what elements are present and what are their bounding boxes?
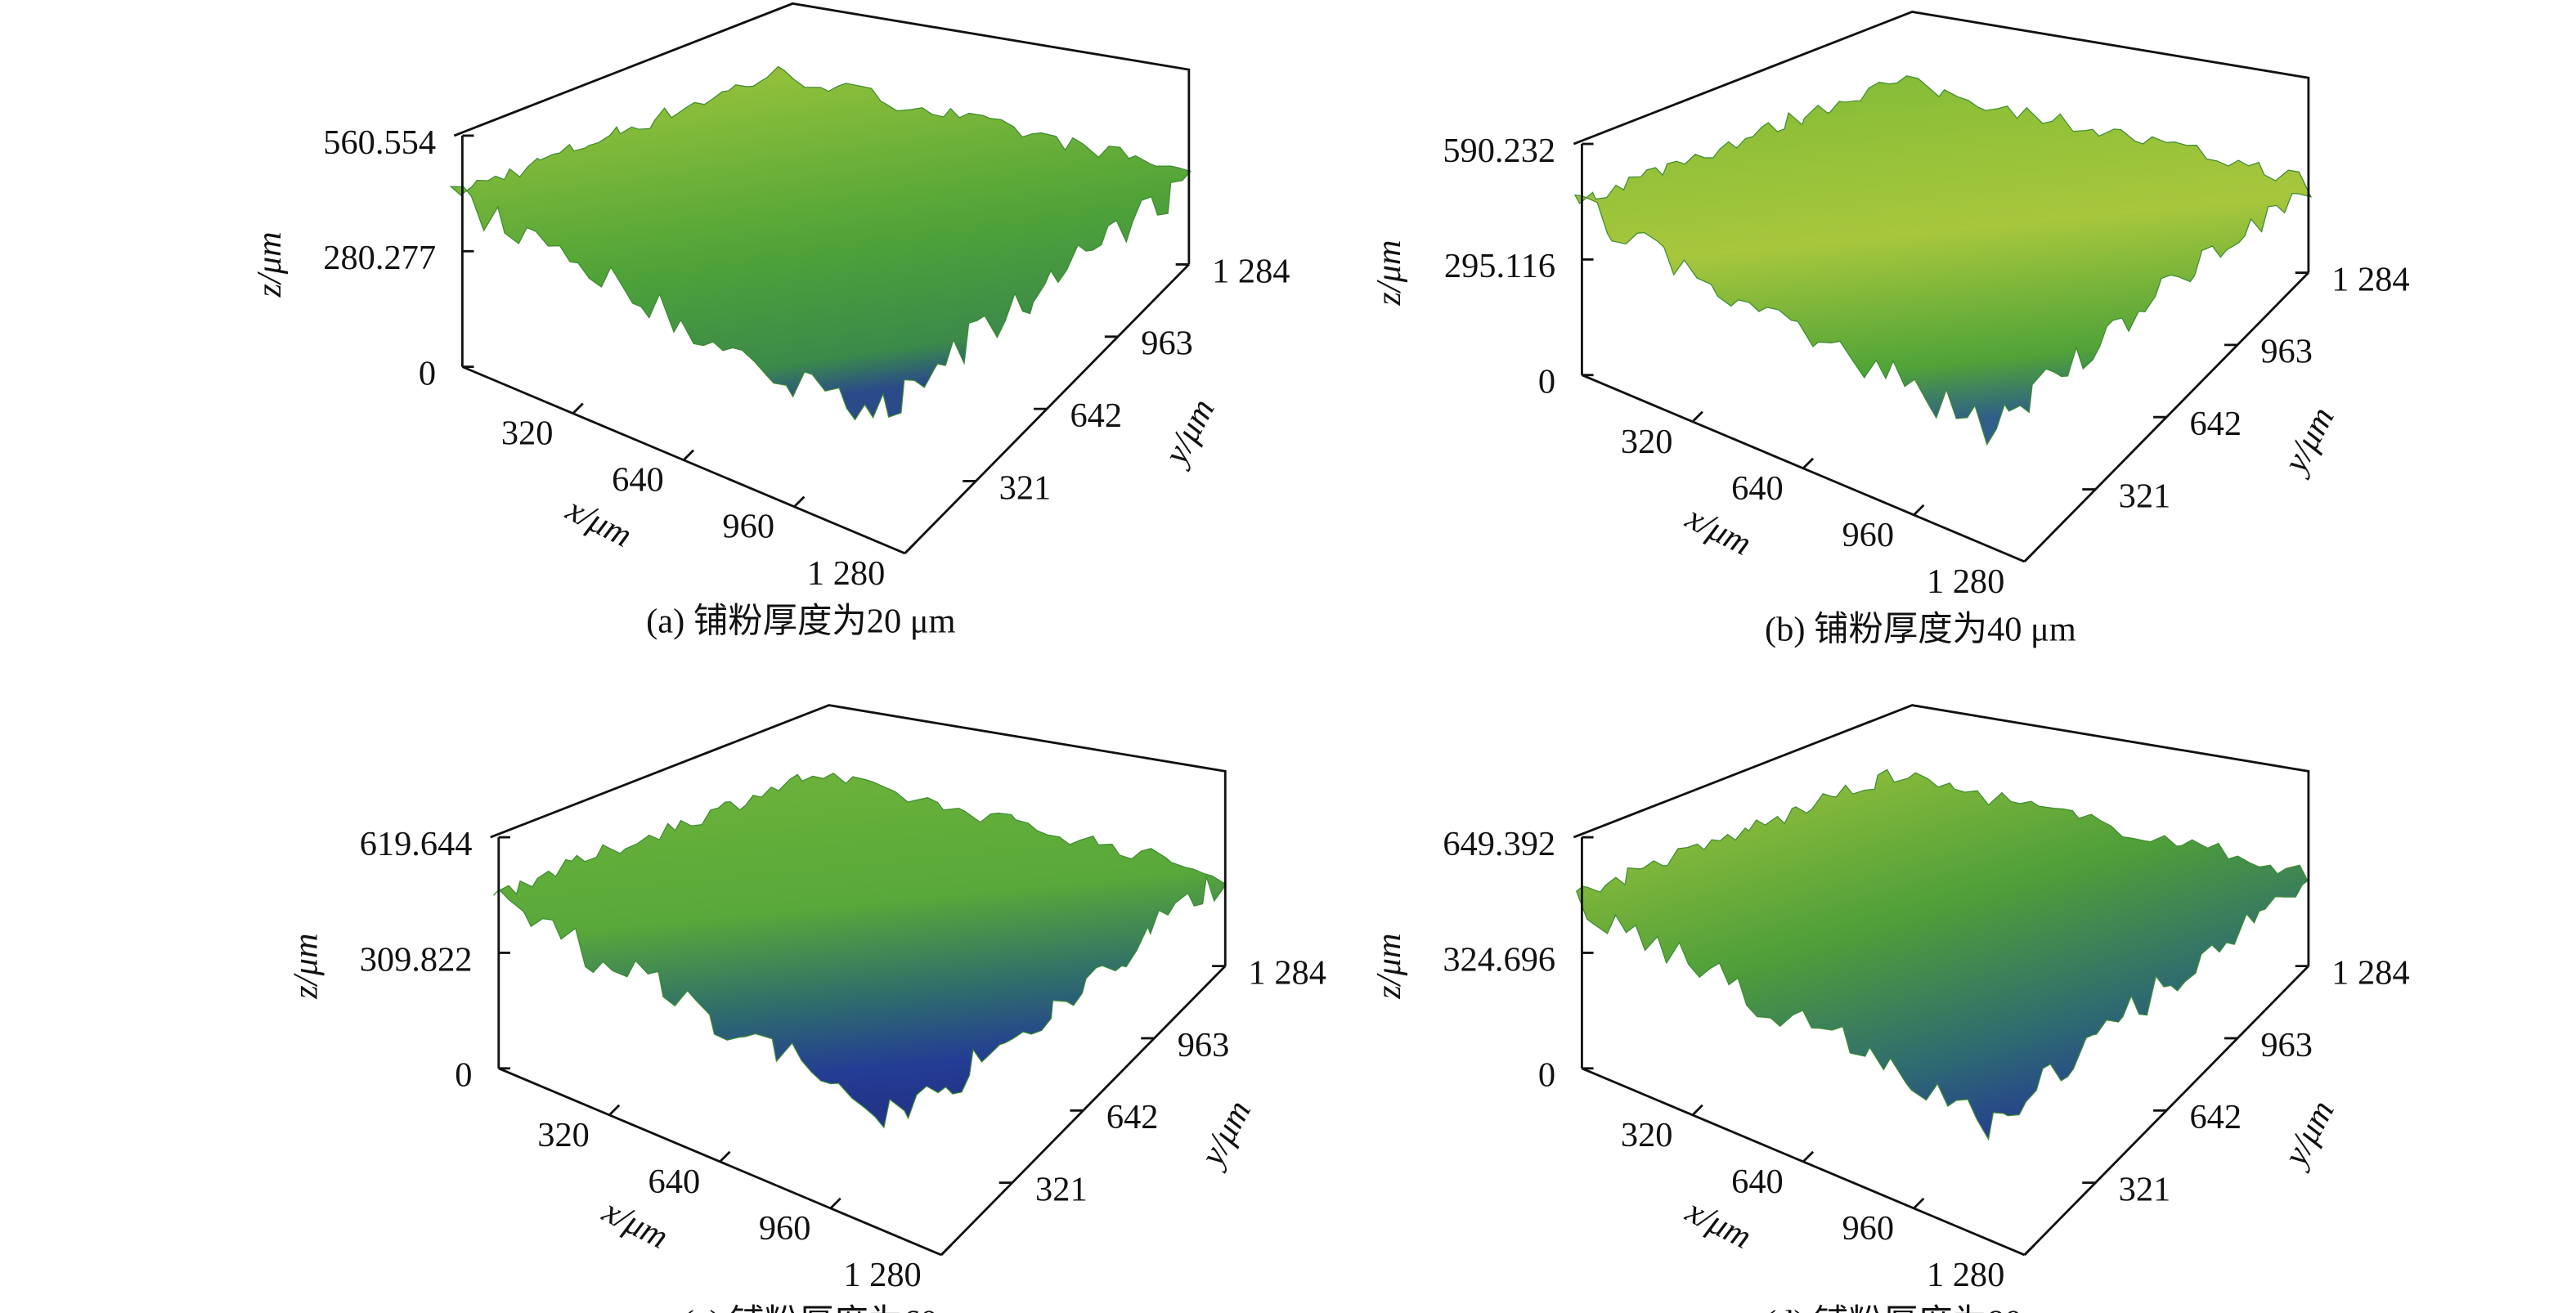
y-axis-label: y/μm — [1156, 392, 1223, 473]
surface — [1576, 769, 2309, 1141]
box-edge — [490, 704, 1227, 966]
x-tick — [1691, 410, 1703, 423]
y-axis-label: y/μm — [2275, 1094, 2342, 1174]
y-tick-label: 963 — [1178, 1026, 1230, 1064]
y-tick-label: 1 284 — [2331, 953, 2409, 992]
x-tick — [682, 449, 695, 461]
x-tick — [1913, 504, 1925, 516]
z-axis-label: z/μm — [286, 934, 325, 1000]
x-tick — [829, 1197, 841, 1209]
x-tick-label: 1 280 — [1927, 1256, 2004, 1294]
x-tick-label: 640 — [1731, 469, 1784, 508]
x-tick-label: 320 — [501, 415, 554, 453]
x-tick — [1913, 1197, 1925, 1209]
x-tick-label: 960 — [1842, 1209, 1894, 1248]
x-tick — [2023, 550, 2035, 562]
z-axis-label: z/μm — [250, 231, 289, 298]
x-tick — [1802, 457, 1815, 469]
x-tick — [1802, 1150, 1815, 1163]
z-tick-label: 280.277 — [323, 239, 436, 277]
z-tick-label: 649.392 — [1443, 825, 1555, 863]
x-axis-label: x/μm — [1679, 498, 1757, 563]
x-axis-label: x/μm — [1679, 1191, 1757, 1257]
z-axis-label: z/μm — [1370, 240, 1408, 306]
surface — [493, 773, 1227, 1129]
z-tick-label: 560.554 — [323, 123, 436, 162]
x-tick — [572, 402, 584, 415]
y-tick-label: 1 284 — [1249, 953, 1326, 992]
caption: (b) 铺粉厚度为40 μm — [1765, 610, 2076, 648]
x-tick-label: 960 — [1842, 516, 1894, 554]
x-tick-label: 960 — [759, 1209, 811, 1248]
x-tick-label: 320 — [537, 1116, 590, 1154]
z-axis-label: z/μm — [1370, 934, 1408, 1000]
y-axis-label: y/μm — [2275, 401, 2342, 481]
y-tick-label: 642 — [1070, 397, 1122, 435]
z-tick-label: 0 — [1538, 363, 1555, 401]
x-tick-label: 320 — [1621, 423, 1673, 461]
panel: 0 295.116 590.232 320 640 960 1 280 321 642 963 1 … — [1370, 11, 2410, 648]
x-tick — [1691, 1104, 1703, 1116]
y-tick-label: 1 284 — [1212, 252, 1290, 290]
x-tick-label: 960 — [722, 508, 774, 546]
x-tick — [793, 495, 806, 508]
y-tick-label: 963 — [2260, 333, 2313, 371]
panel: 0 324.696 649.392 320 640 960 1 280 321 642 963 1 … — [1370, 704, 2410, 1313]
box-edge — [1573, 11, 2310, 273]
x-tick-label: 1 280 — [843, 1256, 921, 1294]
x-tick — [719, 1150, 731, 1163]
caption: (c) 铺粉厚度为60 μm — [683, 1304, 992, 1313]
y-tick-label: 642 — [2190, 1098, 2242, 1136]
y-tick-label: 642 — [2190, 405, 2242, 443]
y-tick-label: 321 — [999, 468, 1052, 507]
z-tick-label: 324.696 — [1443, 940, 1555, 979]
caption: (a) 铺粉厚度为20 μm — [646, 602, 955, 640]
x-tick-label: 1 280 — [807, 554, 885, 593]
surface — [449, 65, 1192, 421]
y-tick-label: 963 — [2260, 1026, 2313, 1064]
z-tick-label: 0 — [455, 1056, 472, 1095]
x-tick-label: 1 280 — [1927, 562, 2004, 601]
y-axis-label: y/μm — [1192, 1094, 1259, 1174]
caption: (d) 铺粉厚度为80 μm — [1765, 1304, 2076, 1313]
box-edge — [453, 2, 1191, 265]
x-tick-label: 320 — [1621, 1116, 1673, 1154]
x-tick — [940, 1244, 953, 1256]
y-tick-label: 642 — [1106, 1098, 1159, 1136]
x-tick-label: 640 — [612, 461, 664, 500]
x-tick-label: 640 — [1731, 1163, 1784, 1201]
panel: 0 309.822 619.644 320 640 960 1 280 321 642 963 1 … — [286, 704, 1326, 1313]
panel: 0 280.277 560.554 320 640 960 1 280 321 642 963 1 … — [250, 2, 1290, 640]
x-tick-label: 640 — [648, 1163, 701, 1201]
x-axis-label: x/μm — [596, 1191, 675, 1257]
y-tick-label: 1 284 — [2331, 260, 2409, 298]
y-tick-label: 963 — [1141, 325, 1193, 363]
z-tick-label: 309.822 — [360, 940, 473, 979]
y-tick-label: 321 — [2119, 477, 2171, 515]
z-tick-label: 295.116 — [1444, 247, 1555, 285]
y-tick-label: 321 — [1035, 1170, 1088, 1208]
box-edge — [1573, 704, 2310, 966]
surface — [1573, 75, 2313, 446]
x-tick — [2023, 1244, 2035, 1256]
z-tick-label: 590.232 — [1443, 132, 1555, 170]
x-tick — [608, 1104, 621, 1116]
x-axis-label: x/μm — [559, 490, 638, 555]
x-tick — [904, 542, 916, 554]
z-tick-label: 619.644 — [360, 825, 473, 863]
y-tick-label: 321 — [2119, 1170, 2171, 1208]
z-tick-label: 0 — [419, 354, 436, 392]
z-tick-label: 0 — [1538, 1056, 1555, 1095]
